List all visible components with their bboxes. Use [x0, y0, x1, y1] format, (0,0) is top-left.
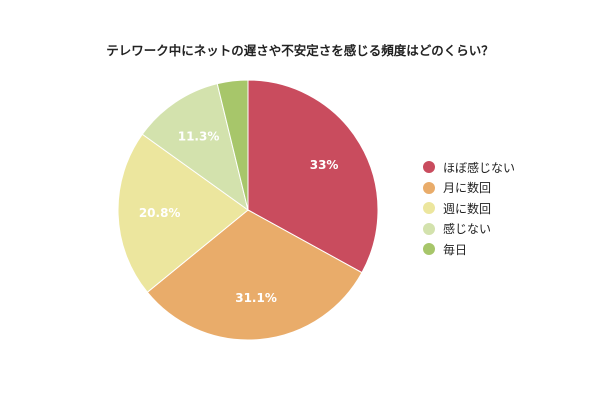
legend-item: 月に数回	[423, 178, 515, 199]
pie-slice	[146, 209, 363, 341]
chart-title: テレワーク中にネットの遅さや不安定さを感じる頻度はどのくらい？	[106, 43, 494, 58]
legend-label: ほぼ感じない	[443, 160, 516, 175]
legend-item: 感じない	[423, 219, 515, 240]
legend: ほぼ感じない 月に数回週に数回感じない毎日	[423, 157, 515, 260]
legend-label: 月に数回	[443, 181, 492, 196]
slice-value-label: 33%	[310, 158, 339, 172]
legend-swatch	[423, 161, 435, 174]
slice-value-label: 11.3%	[178, 130, 220, 144]
legend-swatch	[423, 202, 435, 215]
pie-slice	[247, 79, 379, 274]
slice-value-label: 31.1%	[235, 291, 277, 305]
legend-swatch	[423, 181, 435, 194]
legend-label: 週に数回	[443, 201, 492, 216]
pie-slice	[216, 79, 249, 211]
slice-value-label: 20.8%	[139, 206, 181, 220]
legend-label: 感じない	[443, 222, 492, 237]
legend-swatch	[423, 243, 435, 256]
legend-item: 週に数回	[423, 198, 515, 219]
legend-label: 毎日	[443, 242, 468, 257]
legend-item: ほぼ感じない	[423, 157, 515, 178]
legend-item: 毎日	[423, 239, 515, 260]
pie-slice	[117, 133, 249, 293]
pie-slice	[141, 83, 249, 212]
legend-swatch	[423, 222, 435, 235]
